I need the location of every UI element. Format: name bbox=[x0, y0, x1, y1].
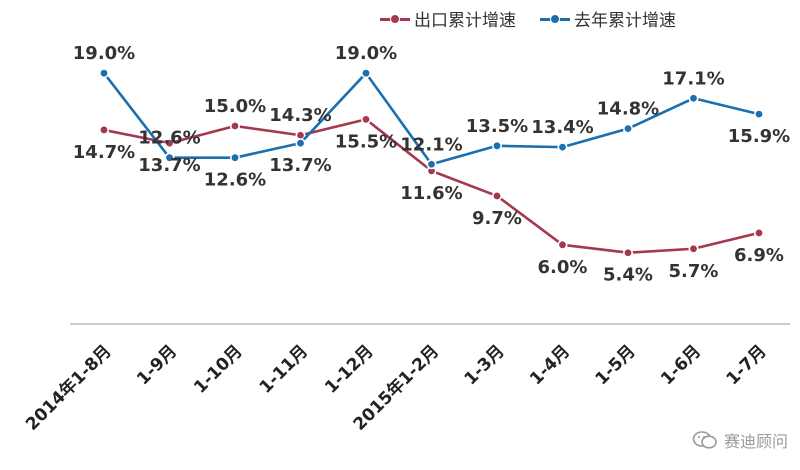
data-label: 13.5% bbox=[466, 116, 528, 137]
data-point bbox=[557, 142, 568, 153]
data-point bbox=[688, 243, 699, 254]
legend-item-export: 出口累计增速 bbox=[380, 6, 516, 31]
x-tick-label: 1-10月 bbox=[190, 341, 246, 397]
legend-label-last-year: 去年累计增速 bbox=[574, 11, 676, 31]
data-label: 11.6% bbox=[400, 183, 462, 204]
data-label: 17.1% bbox=[662, 68, 724, 89]
legend-swatch-export bbox=[380, 12, 410, 26]
data-point bbox=[99, 68, 110, 79]
data-label: 13.7% bbox=[138, 155, 200, 176]
data-point bbox=[99, 124, 110, 135]
data-label: 15.5% bbox=[335, 131, 397, 152]
data-point bbox=[426, 159, 437, 170]
x-tick-label: 1-4月 bbox=[526, 341, 574, 389]
data-label: 13.4% bbox=[531, 117, 593, 138]
data-label: 14.7% bbox=[73, 142, 135, 163]
data-label: 19.0% bbox=[335, 43, 397, 64]
data-label: 5.4% bbox=[603, 265, 653, 286]
data-label: 14.8% bbox=[597, 99, 659, 120]
data-point bbox=[753, 109, 764, 120]
data-point bbox=[164, 138, 175, 149]
x-tick-label: 2014年1-8月 bbox=[21, 341, 115, 435]
data-label: 15.0% bbox=[204, 96, 266, 117]
data-point bbox=[230, 121, 241, 132]
x-tick-label: 1-11月 bbox=[256, 341, 312, 397]
data-point bbox=[491, 140, 502, 151]
data-label: 19.0% bbox=[73, 43, 135, 64]
watermark-text: 赛迪顾问 bbox=[723, 432, 788, 451]
x-tick-label: 1-9月 bbox=[133, 341, 181, 389]
data-point bbox=[295, 138, 306, 149]
data-point bbox=[688, 93, 699, 104]
data-point bbox=[360, 68, 371, 79]
legend-item-last-year: 去年累计增速 bbox=[540, 6, 676, 31]
data-label: 12.6% bbox=[138, 128, 200, 149]
x-tick-label: 1-7月 bbox=[723, 341, 771, 389]
x-tick-label: 1-12月 bbox=[321, 341, 377, 397]
data-label: 14.3% bbox=[269, 105, 331, 126]
legend-swatch-last-year bbox=[540, 12, 570, 26]
data-label: 12.1% bbox=[400, 134, 462, 155]
x-tick-label: 1-3月 bbox=[461, 341, 509, 389]
data-point bbox=[360, 114, 371, 125]
data-point bbox=[622, 123, 633, 134]
x-tick-label: 1-5月 bbox=[592, 341, 640, 389]
data-point bbox=[557, 239, 568, 250]
data-point bbox=[164, 152, 175, 163]
data-point bbox=[491, 190, 502, 201]
data-label: 5.7% bbox=[669, 261, 719, 282]
data-label: 9.7% bbox=[472, 208, 522, 229]
x-tick-label: 1-6月 bbox=[657, 341, 705, 389]
legend-label-export: 出口累计增速 bbox=[414, 11, 516, 31]
data-point bbox=[622, 247, 633, 258]
data-label: 12.6% bbox=[204, 170, 266, 191]
data-label: 15.9% bbox=[728, 126, 790, 147]
watermark: 赛迪顾问 bbox=[692, 428, 788, 452]
wechat-icon bbox=[692, 431, 717, 449]
data-point bbox=[230, 152, 241, 163]
data-label: 6.9% bbox=[734, 245, 784, 266]
chart-legend: 出口累计增速 去年累计增速 bbox=[380, 6, 676, 31]
data-label: 6.0% bbox=[538, 257, 588, 278]
data-label: 13.7% bbox=[269, 155, 331, 176]
data-point bbox=[753, 227, 764, 238]
